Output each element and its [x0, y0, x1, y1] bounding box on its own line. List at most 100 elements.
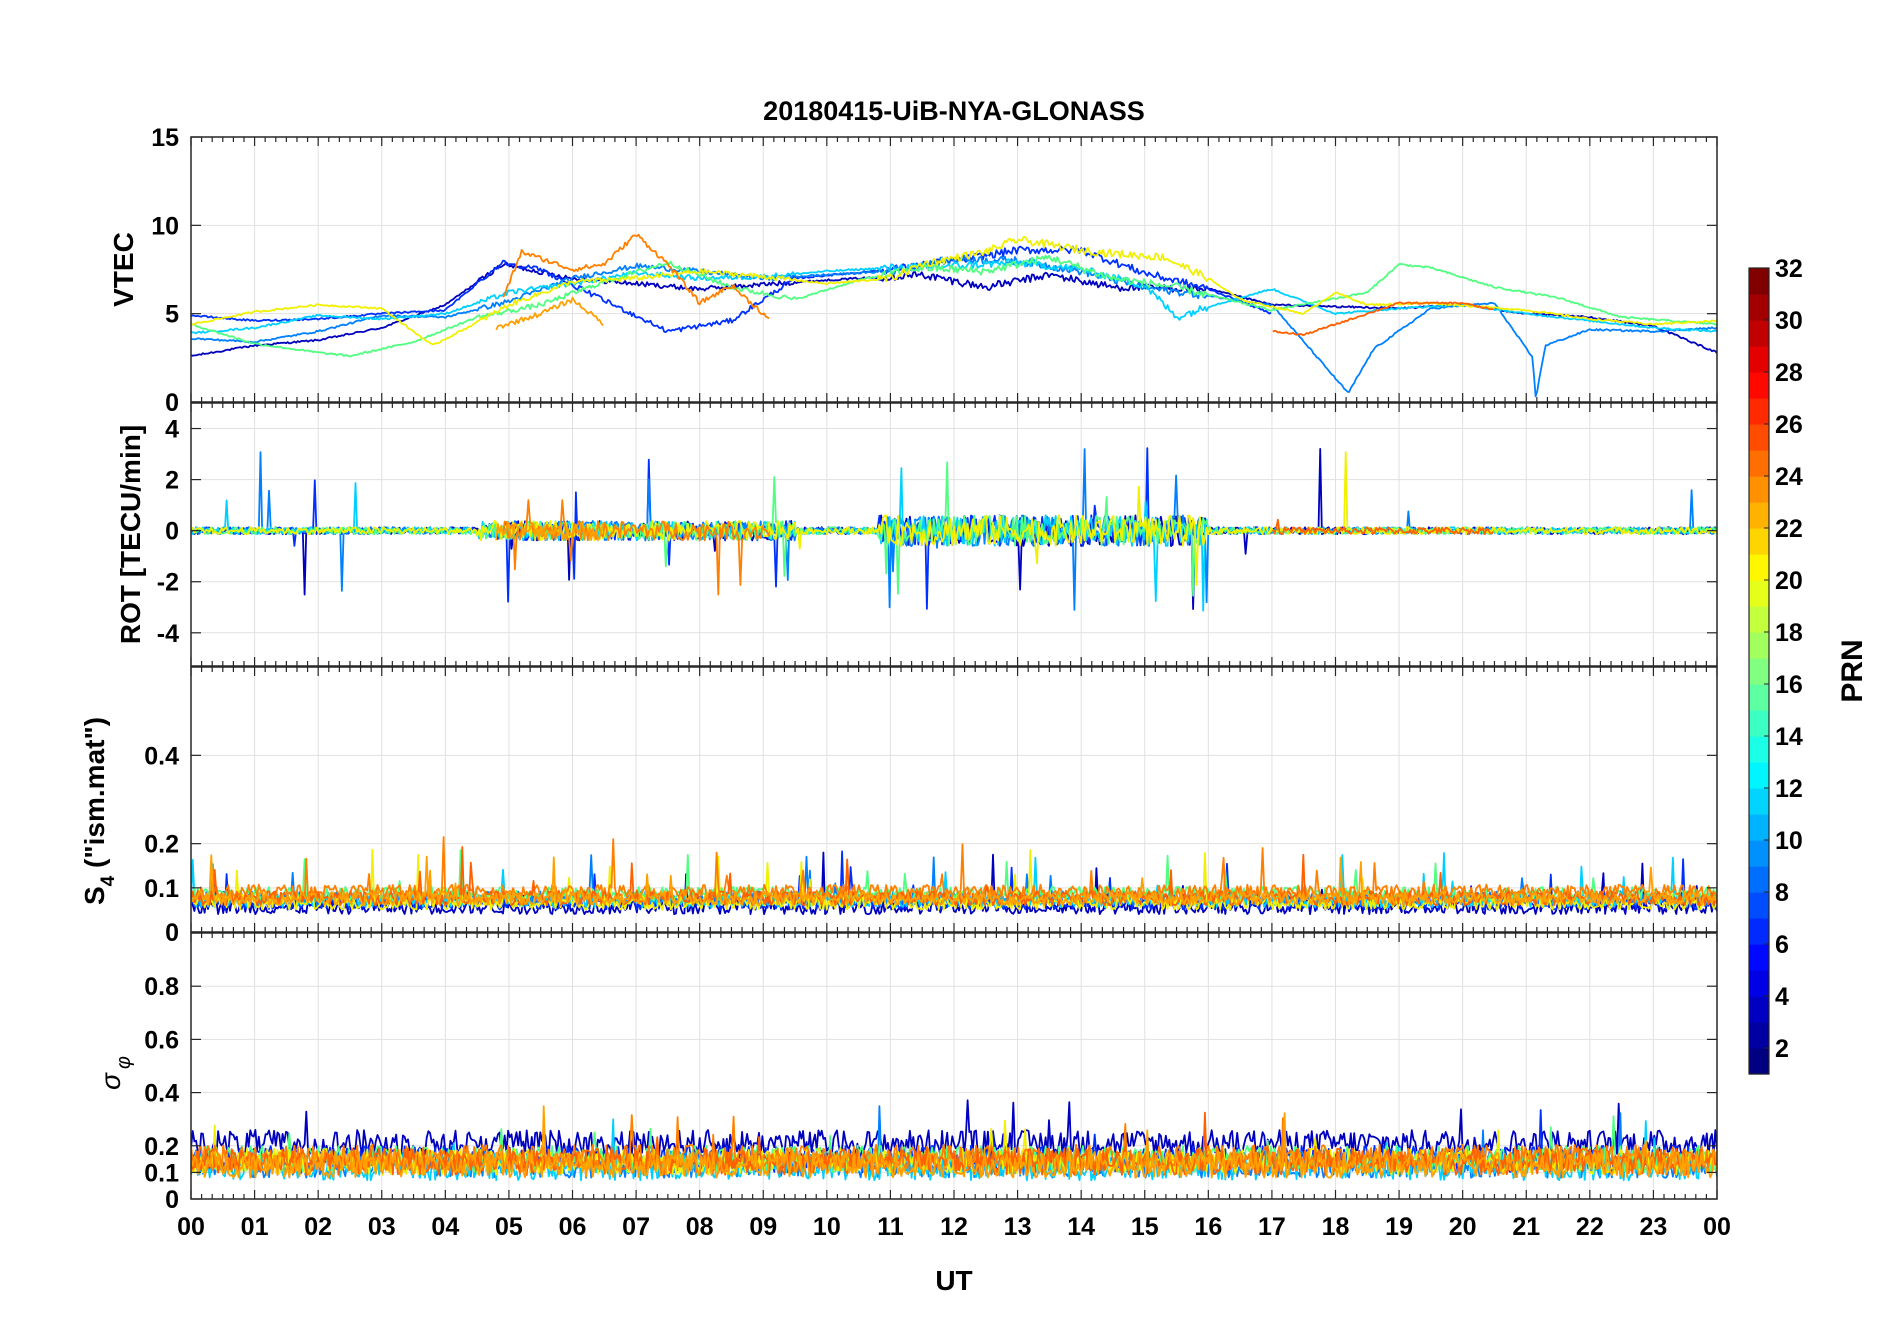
x-tick-label: 07	[622, 1213, 650, 1241]
ylabel-s4-main: S	[79, 886, 110, 905]
colorbar-segment	[1749, 528, 1769, 555]
ytick-labels-sigma: 00.10.2 0.4 0.6 0.8	[144, 973, 179, 1214]
ytick-labels-vtec: 0 5 10 15	[151, 124, 179, 417]
series-line-prn-23	[502, 499, 771, 596]
x-tick-label: 03	[368, 1213, 396, 1241]
ticks-vtec	[190, 136, 1718, 403]
colorbar-label: PRN	[1836, 639, 1869, 702]
x-tick-label: 16	[1194, 1213, 1222, 1241]
colorbar-segment	[1749, 294, 1769, 321]
ylabel-sigma-sub: φ	[113, 1056, 135, 1069]
colorbar-segment	[1749, 788, 1769, 815]
colorbar-segment	[1749, 320, 1769, 347]
colorbar-tick-label: 22	[1775, 515, 1803, 543]
series-line-prn-23	[191, 1114, 1717, 1172]
colorbar-tick-label: 28	[1775, 359, 1803, 387]
x-tick-label: 05	[495, 1213, 523, 1241]
x-axis-label: UT	[935, 1265, 972, 1296]
series-line-prn-2	[191, 851, 1717, 915]
y-tick-label: 2	[165, 467, 179, 495]
colorbar-tick-label: 32	[1775, 255, 1803, 283]
colorbar-tick-label: 30	[1775, 307, 1803, 335]
series-line-prn-16	[191, 254, 1717, 358]
x-tick-label: 09	[749, 1213, 777, 1241]
colorbar-tick-label: 24	[1775, 463, 1803, 491]
series-line-prn-23	[502, 233, 770, 320]
colorbar-segment	[1749, 398, 1769, 425]
panel-vtec: 0 5 10 15 VTEC	[108, 124, 1718, 417]
colorbar-segment	[1749, 814, 1769, 841]
colorbar-tick-label: 4	[1775, 983, 1789, 1011]
colorbar-tick-label: 8	[1775, 879, 1789, 907]
colorbar-fill	[1749, 268, 1769, 1075]
x-tick-label: 13	[1004, 1213, 1032, 1241]
y-tick-label: 0	[165, 518, 179, 546]
colorbar-segment	[1749, 476, 1769, 503]
y-tick-label: 0.4	[144, 1080, 179, 1108]
x-tick-label: 14	[1067, 1213, 1095, 1241]
y-tick-label: 4	[165, 416, 179, 444]
colorbar-segment	[1749, 710, 1769, 737]
ticks-s4	[190, 667, 1718, 933]
ylabel-sigma: σφ	[95, 1056, 135, 1090]
colorbar-segment	[1749, 632, 1769, 659]
series-line-prn-12	[191, 258, 1717, 335]
series-line-prn-24	[191, 1111, 1717, 1176]
colorbar-segment	[1749, 606, 1769, 633]
x-tick-label: 11	[877, 1213, 904, 1241]
colorbar-segment	[1749, 762, 1769, 789]
panel-s4: 0 0.1 0.2 0.4 S4 ("ism.mat")	[79, 666, 1718, 947]
x-tick-label: 00	[1703, 1213, 1731, 1241]
colorbar-segment	[1749, 970, 1769, 997]
series-line-prn-22	[191, 854, 1717, 907]
series-line-prn-24	[1271, 518, 1494, 535]
ylabel-s4-rest: ("ism.mat")	[79, 717, 110, 876]
colorbar-segment	[1749, 346, 1769, 373]
x-tick-label: 17	[1258, 1213, 1286, 1241]
x-tick-label: 06	[559, 1213, 587, 1241]
series-line-prn-12	[191, 1118, 1717, 1182]
y-tick-label: 15	[151, 124, 179, 152]
colorbar-segment	[1749, 892, 1769, 919]
ylabel-sigma-main: σ	[95, 1072, 126, 1090]
y-tick-label: 0	[165, 919, 179, 947]
colorbar-segment	[1749, 268, 1769, 295]
ylabel-vtec: VTEC	[108, 232, 139, 307]
x-tick-label: 00	[177, 1213, 205, 1241]
colorbar-segment	[1749, 1022, 1769, 1049]
x-tick-label: 23	[1640, 1213, 1668, 1241]
x-tick-label: 15	[1131, 1213, 1159, 1241]
x-tick-label: 18	[1322, 1213, 1350, 1241]
series-line-prn-20	[191, 236, 1717, 346]
colorbar-segment	[1749, 996, 1769, 1023]
series-line-prn-22	[495, 521, 604, 542]
ylabel-rot: ROT [TECU/min]	[115, 425, 146, 644]
x-tick-label: 21	[1512, 1213, 1540, 1241]
series-line-prn-20	[191, 451, 1717, 586]
colorbar-tick-label: 14	[1775, 723, 1803, 751]
series-line-prn-5	[191, 245, 1272, 333]
y-tick-label: 0.4	[144, 742, 179, 770]
ylabel-s4-sub: 4	[98, 875, 119, 886]
panel-sigma: 00.10.2 0.4 0.6 0.8 σφ	[95, 932, 1718, 1214]
colorbar-segment	[1749, 658, 1769, 685]
y-tick-label: 0.6	[144, 1026, 179, 1054]
y-tick-label: 0.2	[144, 831, 179, 859]
series-s4	[191, 836, 1717, 915]
colorbar-tick-label: 2	[1775, 1035, 1789, 1063]
colorbar-segment	[1749, 736, 1769, 763]
y-tick-label: 0.1	[144, 875, 179, 903]
colorbar-tick-label: 26	[1775, 411, 1803, 439]
ytick-labels-s4: 0 0.1 0.2 0.4	[144, 742, 179, 947]
y-tick-label: 0.1	[144, 1159, 179, 1187]
x-tick-label: 02	[304, 1213, 332, 1241]
panel-rot: -4 -2 0 2 4 ROT [TECU/min]	[115, 402, 1718, 667]
y-tick-label: 0.2	[144, 1133, 179, 1161]
x-tick-label: 19	[1385, 1213, 1413, 1241]
ytick-labels-rot: -4 -2 0 2 4	[157, 416, 179, 648]
series-line-prn-22	[495, 296, 604, 331]
ticks-rot	[190, 403, 1718, 666]
ticks-sigma	[190, 933, 1718, 1200]
colorbar-segment	[1749, 580, 1769, 607]
colorbar-tick-label: 18	[1775, 619, 1803, 647]
